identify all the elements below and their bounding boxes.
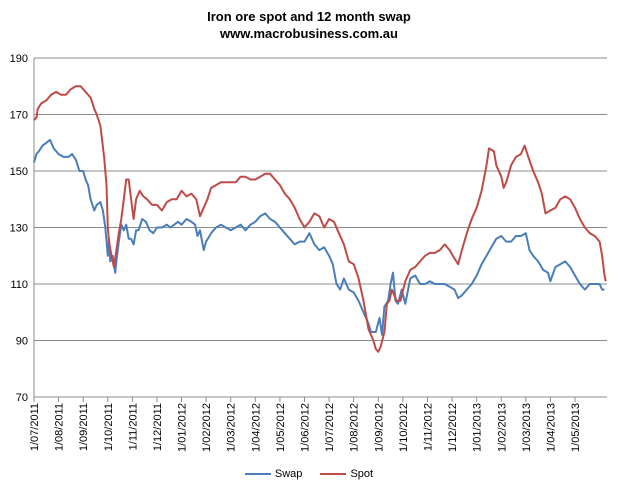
- x-tick-label-5: 1/12/2011: [152, 403, 164, 451]
- x-tick-label-11: 1/06/2012: [300, 403, 312, 452]
- legend-item-spot: Spot: [320, 468, 373, 480]
- chart-subtitle: www.macrobusiness.com.au: [220, 26, 398, 41]
- x-tick-label-21: 1/04/2013: [545, 403, 557, 452]
- x-tick-label-0: 1/07/2011: [29, 403, 41, 451]
- x-tick-label-13: 1/08/2012: [349, 403, 361, 452]
- legend-item-swap: Swap: [244, 468, 303, 480]
- chart-title: Iron ore spot and 12 month swap: [207, 9, 411, 24]
- legend-swatch-swap: [244, 473, 271, 475]
- x-tick-label-10: 1/05/2012: [275, 403, 287, 452]
- y-tick-label-130: 130: [10, 223, 28, 235]
- x-tick-label-12: 1/07/2012: [324, 403, 336, 452]
- x-tick-label-2: 1/09/2011: [78, 403, 90, 451]
- x-tick-label-1: 1/08/2011: [54, 403, 66, 451]
- legend-swatch-spot: [320, 473, 347, 475]
- x-tick-label-4: 1/11/2011: [127, 403, 139, 450]
- x-tick-label-16: 1/11/2012: [422, 403, 434, 451]
- series-lines: [33, 85, 607, 353]
- x-tick-label-8: 1/03/2012: [226, 403, 238, 452]
- y-tick-label-150: 150: [10, 166, 28, 178]
- x-tick-label-6: 1/01/2012: [177, 403, 189, 452]
- x-tick-label-3: 1/10/2011: [103, 403, 115, 451]
- gridlines: [33, 57, 607, 398]
- y-tick-label-90: 90: [16, 336, 28, 348]
- legend-label-spot: Spot: [350, 468, 374, 480]
- series-line-spot: [33, 85, 607, 353]
- x-tick-label-18: 1/01/2013: [472, 403, 484, 452]
- x-tick-label-19: 1/02/2013: [496, 403, 508, 452]
- y-tick-label-190: 190: [10, 53, 28, 65]
- y-tick-label-70: 70: [16, 392, 28, 404]
- legend-label-swap: Swap: [274, 468, 303, 480]
- x-tick-label-15: 1/10/2012: [398, 403, 410, 452]
- y-tick-label-170: 170: [10, 110, 28, 122]
- x-tick-label-20: 1/03/2013: [521, 403, 533, 452]
- legend: Swap Spot: [0, 466, 618, 482]
- x-tick-label-17: 1/12/2012: [447, 403, 459, 452]
- y-axis-ticks: 70 90 110 130 150 170 190: [10, 53, 28, 404]
- x-tick-label-22: 1/05/2013: [570, 403, 582, 452]
- x-tick-label-14: 1/09/2012: [373, 403, 385, 452]
- y-tick-label-110: 110: [10, 279, 28, 291]
- x-axis-ticks: 1/07/2011 1/08/2011 1/09/2011 1/10/2011 1/11…: [29, 397, 582, 452]
- x-tick-label-9: 1/04/2012: [250, 403, 262, 452]
- x-tick-label-7: 1/02/2012: [201, 403, 213, 452]
- series-line-swap: [33, 138, 605, 336]
